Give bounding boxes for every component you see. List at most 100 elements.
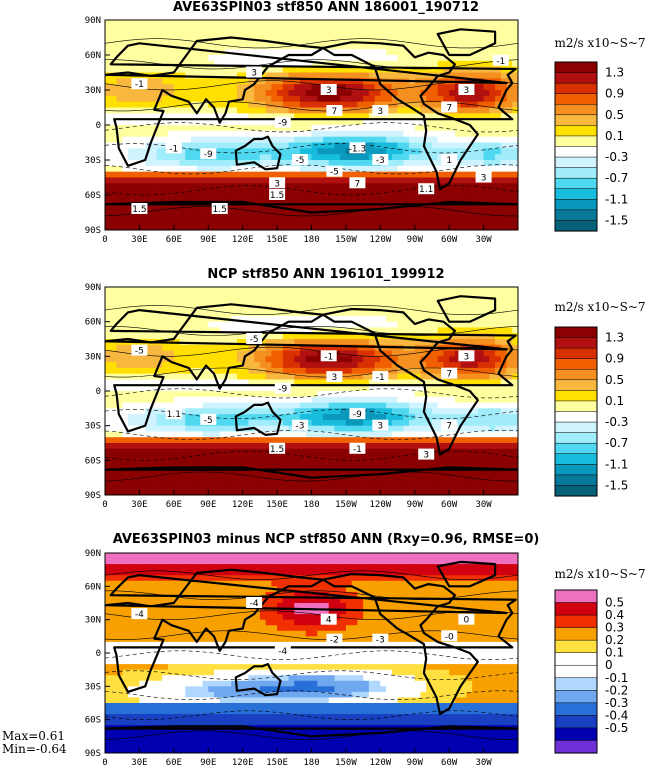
contour-line — [105, 388, 518, 399]
colorbar-label: -1.1 — [605, 192, 628, 206]
x-tick-label: 150E — [266, 235, 288, 245]
colorbar-swatch — [554, 156, 598, 169]
map-field-1: 3 3 3 7 7 3 -1 -9 -1.3 -5 -9 -3 -1 1 3 7 1.1 1.5 1.5 1.5 -5 3… — [105, 20, 518, 230]
x-tick-label: 60W — [441, 235, 458, 245]
colorbar-swatch — [554, 652, 598, 666]
y-tick-label: 30N — [85, 86, 101, 96]
contour-label: -5 — [296, 156, 305, 166]
contour-label: -5 — [204, 416, 213, 426]
contour-label: -4 — [250, 599, 259, 609]
contour-label-bg — [131, 203, 148, 214]
contour-label: 3 — [423, 451, 429, 461]
colorbar-label: -0.5 — [605, 721, 628, 735]
contour-label-bg — [200, 148, 217, 160]
contour-label: 7 — [446, 422, 452, 432]
colorbar-swatch — [554, 740, 598, 754]
x-tick-label: 120W — [369, 235, 391, 245]
contour-label-bg — [349, 142, 366, 154]
contour-label-bg — [131, 344, 148, 356]
x-tick-label: 120W — [369, 758, 391, 768]
colorbar-swatch — [554, 104, 598, 116]
y-tick-label: 90S — [85, 491, 101, 501]
contour-label-bg — [320, 613, 337, 625]
colorbar-label: -0.3 — [605, 696, 628, 710]
colorbar-label: -0.3 — [605, 415, 628, 429]
contour-line — [105, 38, 518, 49]
colorbar-label: 0.3 — [605, 621, 624, 635]
contour-label: -5 — [330, 168, 339, 178]
contour-line — [105, 650, 518, 660]
contour-label: 1.1 — [167, 410, 181, 420]
x-tick-label: 60W — [441, 500, 458, 510]
y-tick-label: 30S — [85, 682, 101, 692]
colorbar-swatch — [554, 453, 598, 465]
contour-label: -4 — [135, 610, 144, 620]
coastline — [234, 401, 282, 436]
colorbar-swatch — [554, 135, 598, 148]
panel-2: -1 -5 3 3 7 -1 -5 -9 -9 -3 -5 3 1.1 7 1.5 -1 3 90N 60N 30N 0… — [85, 283, 646, 510]
contour-label-bg — [458, 84, 475, 95]
colorbar-label: 0.5 — [605, 596, 624, 610]
colorbar-label: 0.4 — [605, 608, 624, 622]
contour-label-bg — [441, 101, 458, 113]
contour-label: 3 — [377, 422, 383, 432]
colorbar-frame — [554, 589, 598, 754]
colorbar-swatch — [554, 114, 598, 126]
contour-label-bg — [292, 419, 308, 431]
x-tick-label: 90E — [200, 500, 216, 510]
y-tick-label: 30N — [85, 352, 101, 362]
colorbar-swatch — [554, 614, 598, 629]
colorbar-swatch — [554, 72, 598, 84]
contour-label-bg — [492, 54, 509, 66]
contour-label-bg — [246, 66, 263, 78]
contour-label-bg — [326, 371, 343, 383]
coastline — [105, 466, 518, 479]
contour-label-bg — [274, 382, 291, 394]
contour-label: -5 — [250, 335, 259, 345]
x-tick-label: 90W — [407, 500, 424, 510]
contour-label: 1 — [446, 156, 452, 166]
coastline — [105, 725, 518, 738]
colorbar-swatch — [554, 337, 598, 349]
contour-label-bg — [349, 442, 366, 454]
contour-label-bg — [200, 413, 217, 425]
x-tick-label: 150W — [335, 500, 357, 510]
contour-line — [105, 305, 518, 315]
colorbar-swatch — [554, 146, 598, 158]
colorbar-swatch — [554, 188, 598, 200]
contour-label: 3 — [326, 86, 332, 96]
y-tick-label: 0 — [96, 649, 101, 659]
contour-label: -3 — [376, 636, 385, 646]
colorbar-frame — [554, 326, 598, 497]
contour-label-bg — [349, 408, 366, 420]
coastline — [105, 568, 517, 694]
contour-line — [105, 80, 518, 91]
map-field-3: 4 -4 0 -2 -0 -3 -4 -4 — [105, 553, 518, 753]
contour-label: 3 — [464, 86, 470, 96]
colorbar-swatch — [554, 664, 598, 679]
contour-line — [105, 409, 518, 419]
colorbar-label: 0.9 — [605, 352, 624, 366]
colorbar-swatch — [554, 442, 598, 455]
x-tick-label: 180 — [303, 758, 319, 768]
contour-label-bg — [326, 165, 343, 177]
y-tick-label: 30N — [85, 616, 101, 626]
contour-label: -9 — [278, 119, 287, 129]
x-tick-label: 150W — [335, 235, 357, 245]
colorbar-swatch — [554, 411, 598, 423]
colorbar-swatch — [554, 474, 598, 486]
y-tick-label: 90S — [85, 226, 101, 236]
contour-label-bg — [211, 203, 228, 214]
colorbar-label: 1.3 — [605, 66, 624, 80]
contour-label: 7 — [446, 104, 452, 114]
colorbar-swatch — [554, 485, 598, 497]
y-tick-label: 90N — [85, 16, 101, 26]
colorbar-swatch — [554, 627, 598, 641]
contour-line — [105, 690, 518, 700]
contour-label-bg — [441, 630, 458, 642]
contour-line — [105, 610, 518, 620]
contour-label: 0 — [464, 616, 470, 626]
contour-label: -1 — [324, 352, 333, 362]
